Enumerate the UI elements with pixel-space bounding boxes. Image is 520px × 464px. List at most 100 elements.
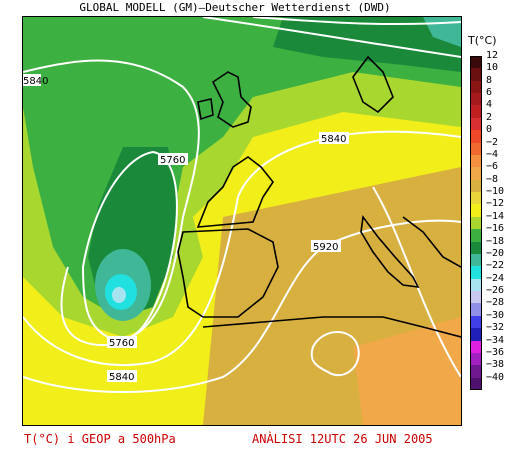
legend-swatch bbox=[470, 179, 482, 193]
legend-entry: −8 bbox=[470, 174, 518, 193]
legend-label: −34 bbox=[486, 334, 505, 346]
legend-entry: 2 bbox=[470, 112, 518, 131]
legend-label: 6 bbox=[486, 87, 493, 99]
legend-label: −22 bbox=[486, 260, 505, 272]
coast-france bbox=[196, 156, 274, 228]
legend-entry: −2 bbox=[470, 137, 518, 155]
legend-entry: −20 bbox=[470, 248, 518, 267]
legend-label: −38 bbox=[486, 359, 505, 371]
legend-swatch bbox=[470, 303, 482, 316]
legend-entry: −16 bbox=[470, 224, 518, 242]
legend-swatch bbox=[470, 352, 482, 366]
legend-swatch bbox=[470, 291, 482, 304]
legend-label: −36 bbox=[486, 346, 505, 358]
legend-label: −4 bbox=[486, 148, 499, 160]
legend-label: 4 bbox=[486, 99, 493, 111]
contour-label-5760-south: 5760 bbox=[109, 338, 134, 349]
contour-line bbox=[81, 150, 178, 341]
legend-swatch bbox=[470, 93, 482, 106]
legend-label: −2 bbox=[486, 136, 499, 148]
legend-label: 12 bbox=[486, 50, 499, 61]
legend-entry: 4 bbox=[470, 100, 518, 118]
legend-entry: −34 bbox=[470, 335, 518, 353]
footer-analysis-time: ANÀLISI 12UTC 26 JUN 2005 bbox=[252, 432, 433, 446]
legend-label: −14 bbox=[486, 210, 505, 222]
contour-line bbox=[310, 331, 360, 377]
legend-label: 10 bbox=[486, 62, 499, 74]
cold-core-center bbox=[112, 287, 126, 303]
legend-label: −16 bbox=[486, 223, 505, 235]
legend-label: −40 bbox=[486, 371, 505, 383]
legend-entry: −6 bbox=[470, 162, 518, 180]
contour-line bbox=[23, 59, 200, 347]
legend-label: 2 bbox=[486, 111, 493, 123]
legend-entry: −14 bbox=[470, 211, 518, 230]
legend-label: 8 bbox=[486, 74, 493, 86]
coast-italy bbox=[360, 214, 420, 288]
legend-entry: −30 bbox=[470, 310, 518, 329]
coast-britain bbox=[211, 71, 252, 128]
legend-label: −6 bbox=[486, 161, 499, 173]
legend-swatch bbox=[470, 130, 482, 143]
legend-title: T(°C) bbox=[468, 34, 497, 47]
contour-label-5920: 5920 bbox=[313, 242, 338, 253]
legend-label: −32 bbox=[486, 322, 505, 334]
coastlines bbox=[177, 55, 461, 338]
legend-swatch bbox=[470, 315, 482, 329]
coast-scandinavia bbox=[352, 55, 394, 114]
legend-label: −10 bbox=[486, 186, 505, 198]
legend-entry: −32 bbox=[470, 323, 518, 341]
legend-swatch bbox=[470, 253, 482, 267]
legend-swatch bbox=[470, 105, 482, 118]
legend-entry: −22 bbox=[470, 261, 518, 279]
legend-swatch bbox=[470, 167, 482, 180]
legend-label: −28 bbox=[486, 297, 505, 309]
legend-label: −18 bbox=[486, 235, 505, 247]
legend-entry: −12 bbox=[470, 199, 518, 217]
legend-entry: 0 bbox=[470, 125, 518, 143]
legend-swatch bbox=[470, 154, 482, 168]
legend-entry: 6 bbox=[470, 88, 518, 106]
legend-swatch bbox=[470, 68, 482, 81]
color-legend: 12 10 8 6 4 2 0 −2 −4 −6 −8 −10 −12 −14 −16 −18 −20 −22 −2… bbox=[470, 51, 518, 390]
legend-entry: −36 bbox=[470, 347, 518, 366]
legend-swatch bbox=[470, 377, 482, 390]
legend-entry: −18 bbox=[470, 236, 518, 254]
legend-swatch bbox=[470, 278, 482, 292]
legend-swatch bbox=[470, 142, 482, 155]
coast-balkans bbox=[402, 216, 461, 268]
legend-entry: 10 bbox=[470, 63, 518, 81]
teal-patch-ne bbox=[423, 17, 461, 47]
legend-label: −20 bbox=[486, 247, 505, 259]
legend-label: −24 bbox=[486, 272, 505, 284]
legend-label: −30 bbox=[486, 309, 505, 321]
legend-swatch bbox=[470, 192, 482, 205]
legend-entry: −4 bbox=[470, 149, 518, 168]
legend-label: −8 bbox=[486, 173, 499, 185]
temperature-field-orange bbox=[353, 317, 461, 425]
contour-line bbox=[252, 17, 461, 26]
legend-label: −12 bbox=[486, 198, 505, 210]
legend-entry: −26 bbox=[470, 286, 518, 304]
contour-label-5760-north: 5760 bbox=[160, 155, 185, 166]
legend-label: −26 bbox=[486, 285, 505, 297]
footer-variable: T(°C) i GEOP a 500hPa bbox=[24, 432, 176, 446]
legend-swatch bbox=[470, 365, 482, 378]
legend-entry: −38 bbox=[470, 360, 518, 378]
legend-entry: 12 bbox=[470, 51, 518, 69]
contour-label-5840-west: 5840 bbox=[23, 76, 48, 87]
legend-swatch bbox=[470, 229, 482, 242]
contour-label-5840-east: 5840 bbox=[321, 134, 346, 145]
contour-line bbox=[202, 17, 461, 58]
coast-iberia bbox=[177, 228, 279, 318]
legend-label: 0 bbox=[486, 124, 493, 136]
contour-labels: 5840 5760 5840 5920 5760 5840 bbox=[23, 74, 349, 383]
legend-entry: −40 bbox=[470, 372, 518, 390]
legend-swatch bbox=[470, 266, 482, 279]
legend-swatch bbox=[470, 328, 482, 341]
legend-entry: −28 bbox=[470, 298, 518, 316]
coast-ireland bbox=[197, 98, 214, 121]
contour-line bbox=[23, 219, 461, 393]
legend-swatch bbox=[470, 204, 482, 217]
legend-swatch bbox=[470, 117, 482, 131]
